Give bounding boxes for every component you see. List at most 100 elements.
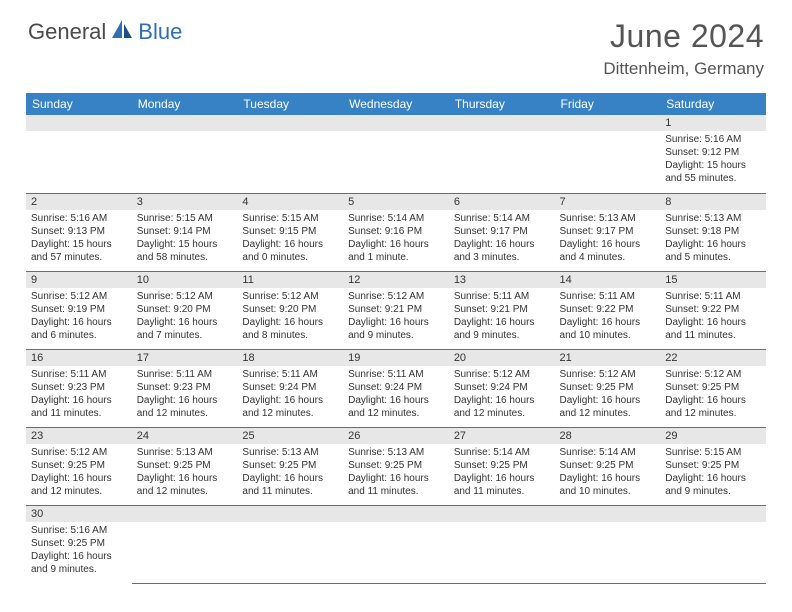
day-content: Sunrise: 5:15 AMSunset: 9:25 PMDaylight:… xyxy=(660,444,766,502)
day-header: Tuesday xyxy=(237,93,343,115)
day-number: 18 xyxy=(237,350,343,366)
sunset-text: Sunset: 9:25 PM xyxy=(242,459,338,472)
day-number-bar xyxy=(660,506,766,522)
sunset-text: Sunset: 9:23 PM xyxy=(137,381,233,394)
day-number: 16 xyxy=(26,350,132,366)
calendar-cell: 9Sunrise: 5:12 AMSunset: 9:19 PMDaylight… xyxy=(26,271,132,349)
day-header: Saturday xyxy=(660,93,766,115)
sunset-text: Sunset: 9:25 PM xyxy=(665,459,761,472)
daylight-text: Daylight: 16 hours and 3 minutes. xyxy=(454,238,550,264)
sunset-text: Sunset: 9:19 PM xyxy=(31,303,127,316)
day-header: Thursday xyxy=(449,93,555,115)
sunrise-text: Sunrise: 5:15 AM xyxy=(665,446,761,459)
sunrise-text: Sunrise: 5:16 AM xyxy=(31,212,127,225)
day-number: 13 xyxy=(449,272,555,288)
daylight-text: Daylight: 16 hours and 6 minutes. xyxy=(31,316,127,342)
sunset-text: Sunset: 9:25 PM xyxy=(348,459,444,472)
sunrise-text: Sunrise: 5:16 AM xyxy=(31,524,127,537)
calendar-cell: 24Sunrise: 5:13 AMSunset: 9:25 PMDayligh… xyxy=(132,427,238,505)
day-number: 29 xyxy=(660,428,766,444)
day-number-bar xyxy=(449,506,555,522)
calendar-cell: 21Sunrise: 5:12 AMSunset: 9:25 PMDayligh… xyxy=(555,349,661,427)
day-number-bar xyxy=(237,115,343,131)
sunrise-text: Sunrise: 5:12 AM xyxy=(560,368,656,381)
calendar-cell xyxy=(343,505,449,583)
day-number: 5 xyxy=(343,194,449,210)
daylight-text: Daylight: 16 hours and 11 minutes. xyxy=(348,472,444,498)
day-content: Sunrise: 5:14 AMSunset: 9:25 PMDaylight:… xyxy=(449,444,555,502)
day-number: 6 xyxy=(449,194,555,210)
sunrise-text: Sunrise: 5:12 AM xyxy=(242,290,338,303)
sunrise-text: Sunrise: 5:11 AM xyxy=(454,290,550,303)
sunset-text: Sunset: 9:17 PM xyxy=(454,225,550,238)
daylight-text: Daylight: 16 hours and 12 minutes. xyxy=(454,394,550,420)
day-content: Sunrise: 5:13 AMSunset: 9:25 PMDaylight:… xyxy=(132,444,238,502)
day-content: Sunrise: 5:11 AMSunset: 9:23 PMDaylight:… xyxy=(26,366,132,424)
sunrise-text: Sunrise: 5:14 AM xyxy=(348,212,444,225)
day-header: Monday xyxy=(132,93,238,115)
sunrise-text: Sunrise: 5:14 AM xyxy=(454,446,550,459)
day-number: 7 xyxy=(555,194,661,210)
sunset-text: Sunset: 9:21 PM xyxy=(348,303,444,316)
calendar-cell: 1Sunrise: 5:16 AMSunset: 9:12 PMDaylight… xyxy=(660,115,766,193)
sunset-text: Sunset: 9:25 PM xyxy=(454,459,550,472)
daylight-text: Daylight: 16 hours and 5 minutes. xyxy=(665,238,761,264)
daylight-text: Daylight: 16 hours and 9 minutes. xyxy=(348,316,444,342)
daylight-text: Daylight: 16 hours and 9 minutes. xyxy=(31,550,127,576)
day-content: Sunrise: 5:13 AMSunset: 9:25 PMDaylight:… xyxy=(237,444,343,502)
daylight-text: Daylight: 15 hours and 55 minutes. xyxy=(665,159,761,185)
sunrise-text: Sunrise: 5:13 AM xyxy=(242,446,338,459)
day-number: 28 xyxy=(555,428,661,444)
calendar-cell: 12Sunrise: 5:12 AMSunset: 9:21 PMDayligh… xyxy=(343,271,449,349)
daylight-text: Daylight: 16 hours and 9 minutes. xyxy=(454,316,550,342)
calendar-cell: 25Sunrise: 5:13 AMSunset: 9:25 PMDayligh… xyxy=(237,427,343,505)
sunrise-text: Sunrise: 5:14 AM xyxy=(454,212,550,225)
day-content: Sunrise: 5:15 AMSunset: 9:14 PMDaylight:… xyxy=(132,210,238,268)
day-number-bar xyxy=(132,115,238,131)
calendar-cell: 13Sunrise: 5:11 AMSunset: 9:21 PMDayligh… xyxy=(449,271,555,349)
calendar-cell: 29Sunrise: 5:15 AMSunset: 9:25 PMDayligh… xyxy=(660,427,766,505)
daylight-text: Daylight: 16 hours and 11 minutes. xyxy=(31,394,127,420)
day-number: 12 xyxy=(343,272,449,288)
day-content: Sunrise: 5:11 AMSunset: 9:22 PMDaylight:… xyxy=(555,288,661,346)
day-number-bar xyxy=(555,506,661,522)
day-content: Sunrise: 5:16 AMSunset: 9:13 PMDaylight:… xyxy=(26,210,132,268)
day-number: 15 xyxy=(660,272,766,288)
day-content: Sunrise: 5:11 AMSunset: 9:24 PMDaylight:… xyxy=(237,366,343,424)
sunrise-text: Sunrise: 5:15 AM xyxy=(137,212,233,225)
location-text: Dittenheim, Germany xyxy=(603,59,764,79)
sunrise-text: Sunrise: 5:13 AM xyxy=(560,212,656,225)
calendar-cell: 17Sunrise: 5:11 AMSunset: 9:23 PMDayligh… xyxy=(132,349,238,427)
day-content: Sunrise: 5:11 AMSunset: 9:21 PMDaylight:… xyxy=(449,288,555,346)
day-content: Sunrise: 5:16 AMSunset: 9:12 PMDaylight:… xyxy=(660,131,766,189)
daylight-text: Daylight: 16 hours and 11 minutes. xyxy=(454,472,550,498)
day-content: Sunrise: 5:12 AMSunset: 9:20 PMDaylight:… xyxy=(237,288,343,346)
day-number-bar xyxy=(26,115,132,131)
daylight-text: Daylight: 16 hours and 12 minutes. xyxy=(137,472,233,498)
sunrise-text: Sunrise: 5:11 AM xyxy=(242,368,338,381)
sunrise-text: Sunrise: 5:12 AM xyxy=(31,446,127,459)
sunset-text: Sunset: 9:17 PM xyxy=(560,225,656,238)
day-number-bar xyxy=(343,506,449,522)
calendar-cell xyxy=(555,115,661,193)
sunrise-text: Sunrise: 5:13 AM xyxy=(137,446,233,459)
daylight-text: Daylight: 15 hours and 58 minutes. xyxy=(137,238,233,264)
daylight-text: Daylight: 16 hours and 12 minutes. xyxy=(665,394,761,420)
calendar-cell: 27Sunrise: 5:14 AMSunset: 9:25 PMDayligh… xyxy=(449,427,555,505)
day-content: Sunrise: 5:14 AMSunset: 9:25 PMDaylight:… xyxy=(555,444,661,502)
sunset-text: Sunset: 9:25 PM xyxy=(137,459,233,472)
calendar-cell xyxy=(449,505,555,583)
daylight-text: Daylight: 16 hours and 9 minutes. xyxy=(665,472,761,498)
calendar-cell: 16Sunrise: 5:11 AMSunset: 9:23 PMDayligh… xyxy=(26,349,132,427)
calendar-row: 30Sunrise: 5:16 AMSunset: 9:25 PMDayligh… xyxy=(26,505,766,583)
calendar-cell: 22Sunrise: 5:12 AMSunset: 9:25 PMDayligh… xyxy=(660,349,766,427)
day-content: Sunrise: 5:11 AMSunset: 9:23 PMDaylight:… xyxy=(132,366,238,424)
calendar-cell xyxy=(555,505,661,583)
sunset-text: Sunset: 9:25 PM xyxy=(560,381,656,394)
brand-logo: General Blue xyxy=(28,18,182,45)
calendar-cell: 10Sunrise: 5:12 AMSunset: 9:20 PMDayligh… xyxy=(132,271,238,349)
calendar-cell xyxy=(26,115,132,193)
sunset-text: Sunset: 9:24 PM xyxy=(454,381,550,394)
calendar-body: 1Sunrise: 5:16 AMSunset: 9:12 PMDaylight… xyxy=(26,115,766,583)
sunset-text: Sunset: 9:25 PM xyxy=(560,459,656,472)
